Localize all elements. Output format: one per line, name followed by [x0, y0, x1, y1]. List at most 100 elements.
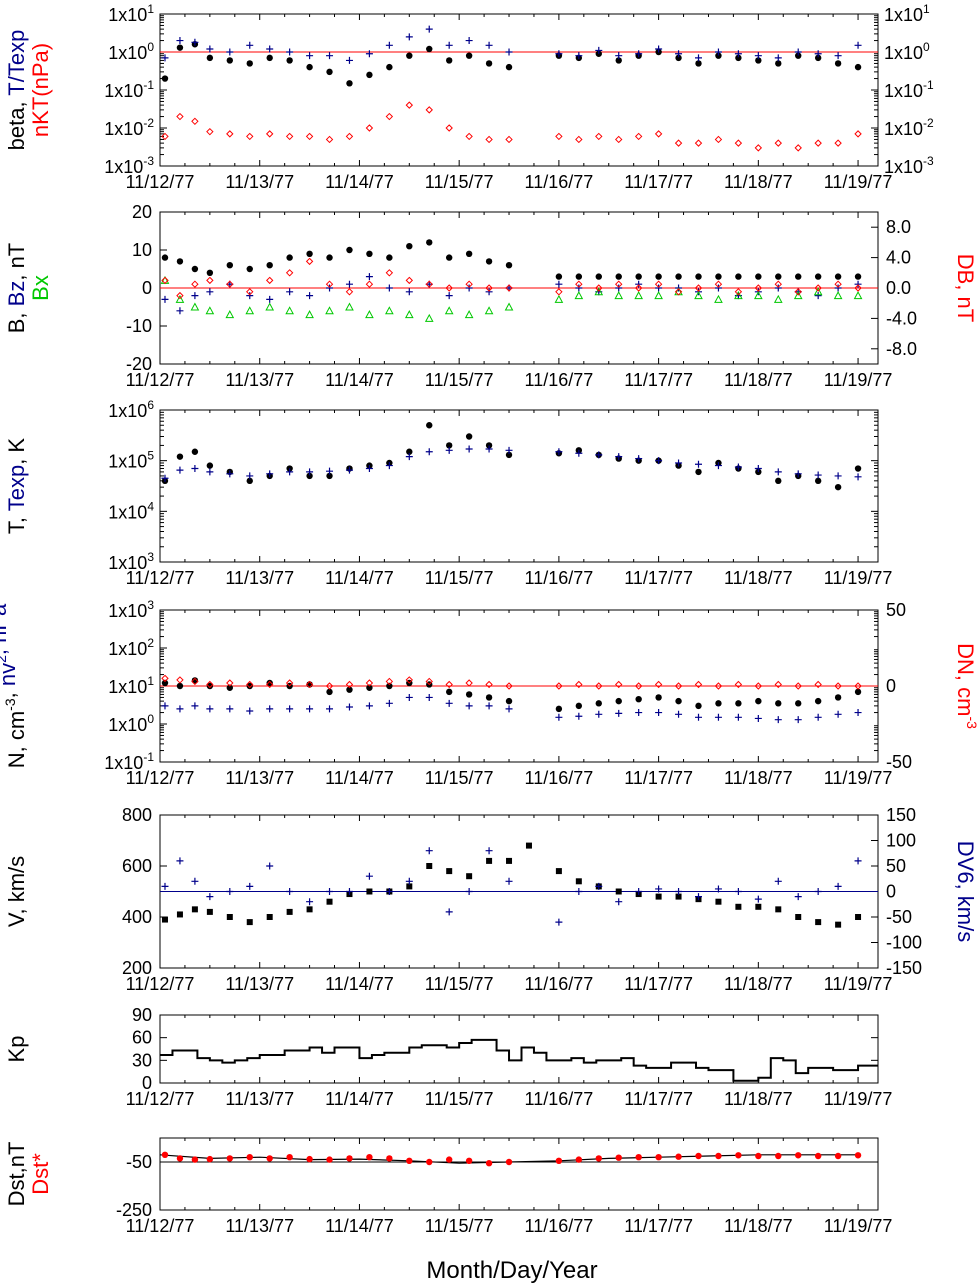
ylabel-line-0: T, Texp, K: [4, 438, 29, 535]
data-point: [445, 446, 453, 454]
data-point: [176, 466, 184, 474]
y-tick-exponent: 6: [147, 398, 154, 412]
plot-frame: [159, 1137, 879, 1211]
y2-tick-label: -50: [886, 907, 912, 927]
data-point: [485, 445, 493, 453]
data-point: [634, 284, 643, 292]
y2-axis: 8.0 4.0 0.0 -4.0 -8.0: [871, 217, 917, 359]
x-tick-label: 11/14/77: [325, 974, 394, 994]
data-point: [225, 310, 235, 319]
data-point: [635, 455, 643, 463]
data-point: [814, 54, 822, 62]
series-1: [161, 842, 862, 928]
x-tick-label: 11/14/77: [325, 768, 394, 788]
ylabel-line-0: beta, T/Texp: [4, 30, 29, 151]
data-point: [794, 893, 802, 901]
y-tick-label: -250: [116, 1200, 152, 1220]
data-point: [426, 1158, 433, 1166]
data-point: [345, 703, 353, 711]
y-tick-label: -10: [126, 316, 152, 336]
data-point: [465, 250, 473, 257]
y2-tick-label: -150: [886, 958, 922, 978]
data-point: [226, 888, 234, 895]
y2-tick-label: 50: [886, 600, 906, 620]
data-point: [853, 291, 863, 300]
data-point: [365, 280, 374, 288]
data-point: [635, 709, 643, 717]
data-point: [266, 54, 273, 62]
plot-frame: [159, 1014, 879, 1084]
data-point: [161, 916, 168, 923]
data-point: [385, 306, 394, 315]
data-point: [714, 885, 722, 893]
x-axis: 11/12/77 11/13/77 11/14/77 11/15/77 11/16/77…: [126, 815, 892, 994]
data-point: [266, 862, 274, 870]
data-point: [635, 1154, 642, 1161]
x-tick-label: 11/12/77: [126, 370, 195, 390]
data-point: [365, 872, 373, 880]
data-point: [445, 292, 453, 300]
x-tick-label: 11/14/77: [325, 1089, 394, 1109]
data-point: [405, 453, 413, 461]
x-tick-label: 11/18/77: [724, 1089, 793, 1109]
data-point: [365, 679, 374, 687]
data-point: [465, 445, 473, 453]
x-tick-label: 11/17/77: [624, 370, 693, 390]
plot-frame: [159, 409, 879, 563]
data-point: [426, 422, 433, 429]
data-point: [554, 294, 564, 303]
series-2: [161, 25, 862, 64]
y2-tick-label: 150: [886, 805, 916, 825]
data-point: [555, 273, 563, 280]
y-tick-base: 1x10: [108, 43, 147, 63]
data-point: [425, 106, 433, 114]
data-point: [734, 713, 742, 721]
data-point: [366, 1154, 373, 1161]
data-point: [715, 273, 722, 280]
y2-axis: 50 0 -50: [871, 600, 912, 772]
y-tick-label: 0: [142, 278, 152, 298]
data-point: [426, 239, 433, 246]
y2-tick-label: -4.0: [886, 308, 917, 328]
x-tick-label: 11/17/77: [624, 768, 693, 788]
data-point: [246, 707, 254, 715]
data-point: [445, 124, 453, 132]
data-point: [774, 284, 782, 292]
y2-tick-label: 0: [886, 882, 896, 902]
x-tick-label: 11/14/77: [325, 568, 394, 588]
panel-3: 11/12/77 11/13/77 11/14/77 11/15/77 11/16/77…: [4, 398, 892, 588]
data-point: [226, 130, 234, 138]
data-point: [306, 292, 314, 300]
data-point: [326, 68, 333, 76]
data-point: [555, 448, 563, 456]
x-tick-label: 11/15/77: [425, 768, 494, 788]
y2label-part: -3: [964, 716, 977, 729]
x-tick-label: 11/13/77: [225, 370, 294, 390]
data-point: [735, 700, 742, 707]
y-tick-exponent: 3: [147, 550, 154, 564]
y-tick-base: 1x10: [108, 639, 147, 659]
data-point: [206, 276, 214, 285]
panel-5: 11/12/77 11/13/77 11/14/77 11/15/77 11/16/77…: [4, 805, 977, 994]
data-point: [695, 702, 702, 710]
y-tick-label: 1x100: [108, 712, 154, 735]
data-point: [226, 679, 234, 687]
data-point: [834, 882, 842, 890]
x-tick-label: 11/19/77: [824, 568, 893, 588]
ylabel-part: -3: [2, 698, 18, 711]
data-point: [286, 468, 294, 476]
data-point: [306, 906, 313, 913]
data-point: [834, 694, 842, 701]
y-tick-label: 200: [122, 958, 152, 978]
data-point: [655, 893, 662, 900]
data-point: [774, 716, 782, 724]
data-point: [266, 1155, 273, 1162]
data-point: [615, 680, 623, 689]
x-tick-label: 11/15/77: [425, 1089, 494, 1109]
ylabel-part: V, km/s: [4, 856, 29, 927]
data-point: [345, 132, 354, 141]
data-point: [793, 291, 803, 300]
data-point: [695, 713, 702, 721]
data-point: [161, 132, 169, 141]
